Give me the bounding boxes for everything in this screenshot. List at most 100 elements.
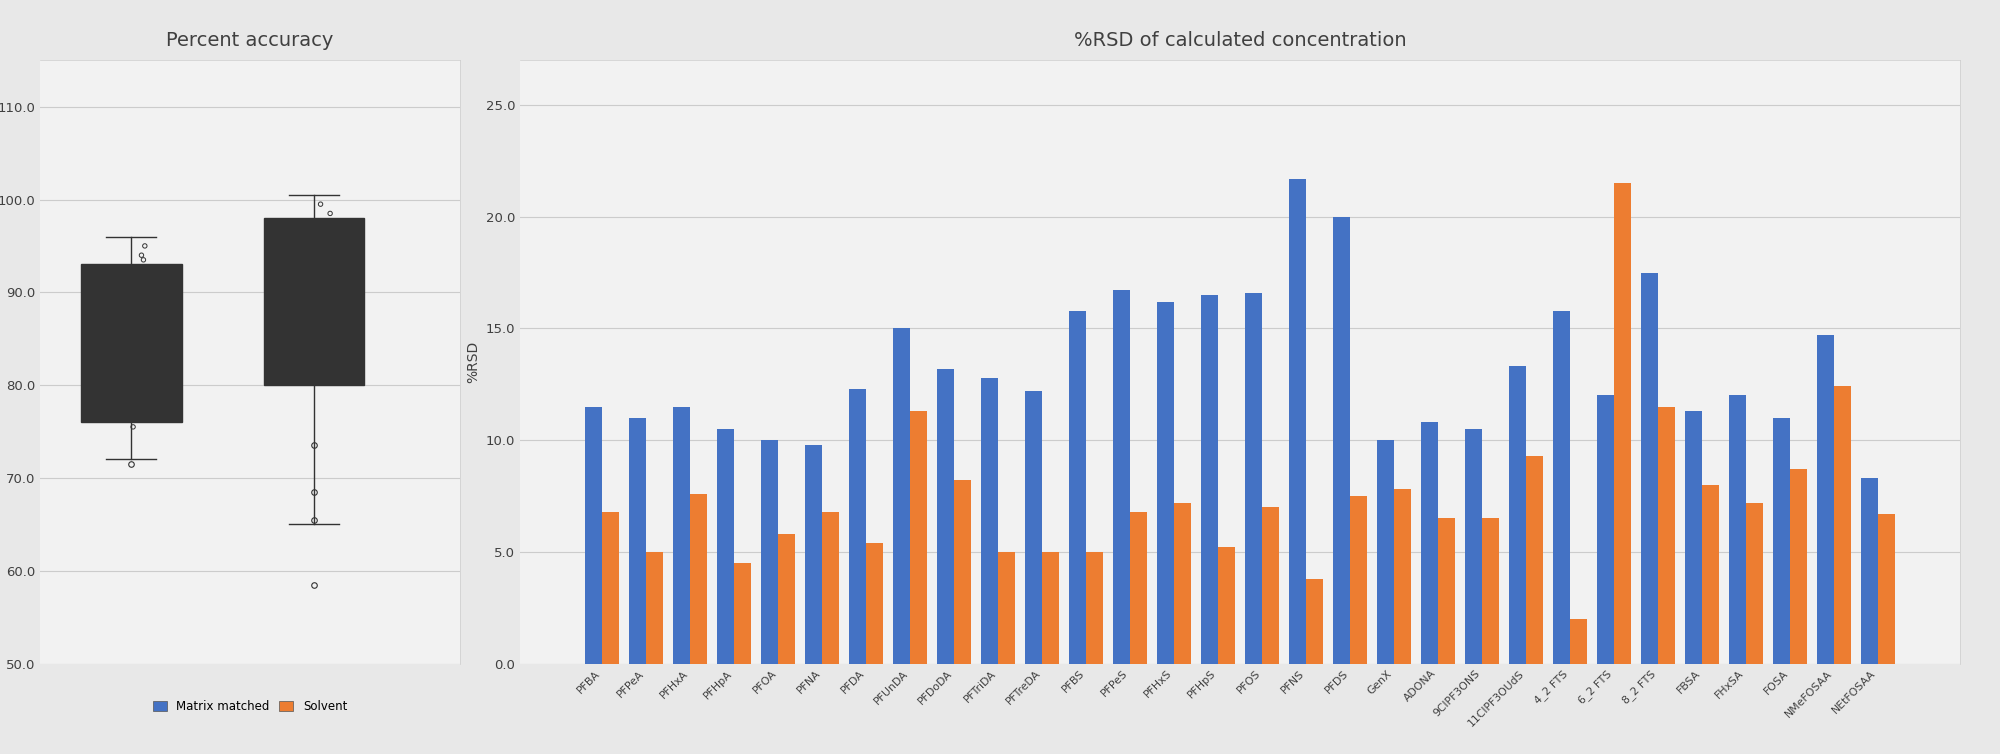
Bar — [1438, 518, 1454, 664]
Point — [100, 272, 132, 284]
Bar — [734, 563, 750, 664]
Bar — [1790, 469, 1806, 664]
Bar — [1114, 290, 1130, 664]
Bar — [778, 534, 794, 664]
Bar — [1394, 489, 1410, 664]
Bar — [1290, 179, 1306, 664]
Point — [116, 309, 148, 321]
Bar — [1554, 311, 1570, 664]
Bar — [762, 440, 778, 664]
Point — [314, 207, 346, 219]
Point — [126, 249, 158, 261]
Point — [128, 240, 160, 252]
Point — [284, 337, 316, 349]
Point — [302, 222, 334, 234]
Bar — [1350, 496, 1366, 664]
Bar — [998, 552, 1014, 664]
Bar — [1070, 311, 1086, 664]
Point — [124, 407, 156, 419]
Point — [294, 291, 326, 303]
Bar — [910, 411, 926, 664]
Bar — [806, 445, 822, 664]
Bar — [1686, 411, 1702, 664]
Bar — [982, 378, 998, 664]
Bar — [718, 429, 734, 664]
Point — [130, 347, 162, 359]
Bar — [1818, 335, 1834, 664]
Bar — [1086, 552, 1102, 664]
Point — [112, 328, 144, 340]
Point — [304, 198, 336, 210]
Bar — [646, 552, 662, 664]
Bar — [1482, 518, 1498, 664]
Bar — [1730, 395, 1746, 664]
Point — [98, 268, 130, 280]
Bar — [1026, 391, 1042, 664]
Point — [308, 347, 340, 359]
Point — [280, 249, 312, 261]
Bar — [1466, 429, 1482, 664]
Point — [300, 254, 332, 266]
Bar — [938, 369, 954, 664]
Point — [126, 323, 158, 336]
Point — [302, 226, 334, 238]
Bar — [630, 418, 646, 664]
Point — [290, 282, 322, 294]
Point — [302, 240, 334, 252]
Point — [316, 375, 348, 387]
Legend: Matrix matched, Solvent: Matrix matched, Solvent — [148, 695, 352, 718]
Bar — [954, 480, 970, 664]
Point — [130, 291, 162, 303]
Point — [120, 393, 152, 405]
Bar — [1378, 440, 1394, 664]
Point — [120, 365, 152, 377]
Bar — [1174, 503, 1190, 664]
Point — [296, 268, 328, 280]
Bar — [1614, 183, 1630, 664]
Title: Percent accuracy: Percent accuracy — [166, 32, 334, 51]
Bar — [822, 512, 838, 664]
Bar — [1862, 478, 1878, 664]
Bar — [1834, 387, 1850, 664]
Bar — [1642, 272, 1658, 664]
Point — [298, 300, 330, 312]
Bar — [1042, 552, 1058, 664]
Bar — [1130, 512, 1146, 664]
Bar — [894, 329, 910, 664]
Bar — [586, 406, 602, 664]
Point — [296, 356, 328, 368]
Point — [132, 337, 164, 349]
Bar — [1510, 366, 1526, 664]
PathPatch shape — [264, 218, 364, 385]
Point — [284, 323, 316, 336]
Bar — [1422, 422, 1438, 664]
PathPatch shape — [82, 265, 182, 422]
Bar — [674, 406, 690, 664]
Bar — [866, 543, 882, 664]
Bar — [1878, 513, 1894, 664]
Bar — [1658, 406, 1674, 664]
Bar — [1702, 485, 1718, 664]
Point — [314, 309, 346, 321]
Point — [118, 300, 150, 312]
Point — [114, 356, 146, 368]
Bar — [1598, 395, 1614, 664]
Bar — [1746, 503, 1762, 664]
Bar — [850, 389, 866, 664]
Point — [128, 254, 160, 266]
Bar — [1246, 293, 1262, 664]
Point — [304, 328, 336, 340]
Point — [112, 375, 144, 387]
Bar — [1334, 216, 1350, 664]
Bar — [1158, 302, 1174, 664]
Point — [308, 272, 340, 284]
Point — [118, 421, 150, 433]
Bar — [1306, 578, 1322, 664]
Bar — [1526, 455, 1542, 664]
Bar — [690, 494, 706, 664]
Bar — [1218, 547, 1234, 664]
Point — [308, 365, 340, 377]
Title: %RSD of calculated concentration: %RSD of calculated concentration — [1074, 32, 1406, 51]
Bar — [1570, 619, 1586, 664]
Bar — [1262, 507, 1278, 664]
